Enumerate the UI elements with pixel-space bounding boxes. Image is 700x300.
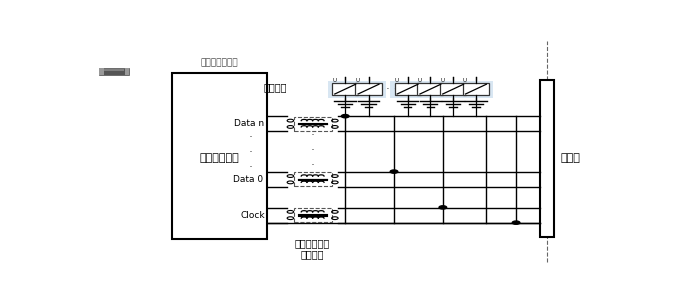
Bar [440, 83, 466, 95]
Text: U: U [417, 78, 421, 83]
Text: · · ·: · · · [379, 84, 397, 94]
Bar [356, 83, 382, 95]
Bar [104, 69, 125, 71]
Text: Data 0: Data 0 [233, 175, 263, 184]
Text: バリスタ: バリスタ [264, 82, 287, 92]
Bar [463, 83, 489, 95]
Text: コモンモード
フィルタ: コモンモード フィルタ [295, 238, 330, 259]
Text: Data n: Data n [234, 119, 264, 128]
Bar [172, 73, 267, 239]
Bar [540, 80, 554, 237]
Text: U: U [356, 78, 360, 83]
Bar [125, 68, 130, 75]
Text: ·
·
·: · · · [311, 129, 314, 172]
Bar [395, 83, 421, 95]
Text: U: U [463, 78, 467, 83]
Bar [332, 83, 358, 95]
Text: ·
·
·: · · · [248, 131, 252, 174]
Bar [294, 208, 332, 222]
Bar [99, 68, 130, 75]
Circle shape [439, 206, 447, 209]
Bar [390, 81, 494, 98]
Text: U: U [332, 78, 336, 83]
Bar [99, 68, 104, 75]
Bar [328, 81, 386, 98]
Circle shape [512, 221, 520, 224]
Circle shape [390, 170, 398, 173]
Bar [417, 83, 443, 95]
Circle shape [342, 115, 349, 118]
Text: 《被保護回路》: 《被保護回路》 [200, 58, 238, 67]
Text: ポート: ポート [561, 153, 580, 164]
Bar [294, 172, 332, 186]
Text: Clock: Clock [241, 211, 265, 220]
Bar [294, 117, 332, 131]
Text: U: U [440, 78, 444, 83]
Text: コントローラ: コントローラ [199, 153, 239, 164]
Text: U: U [395, 78, 398, 83]
